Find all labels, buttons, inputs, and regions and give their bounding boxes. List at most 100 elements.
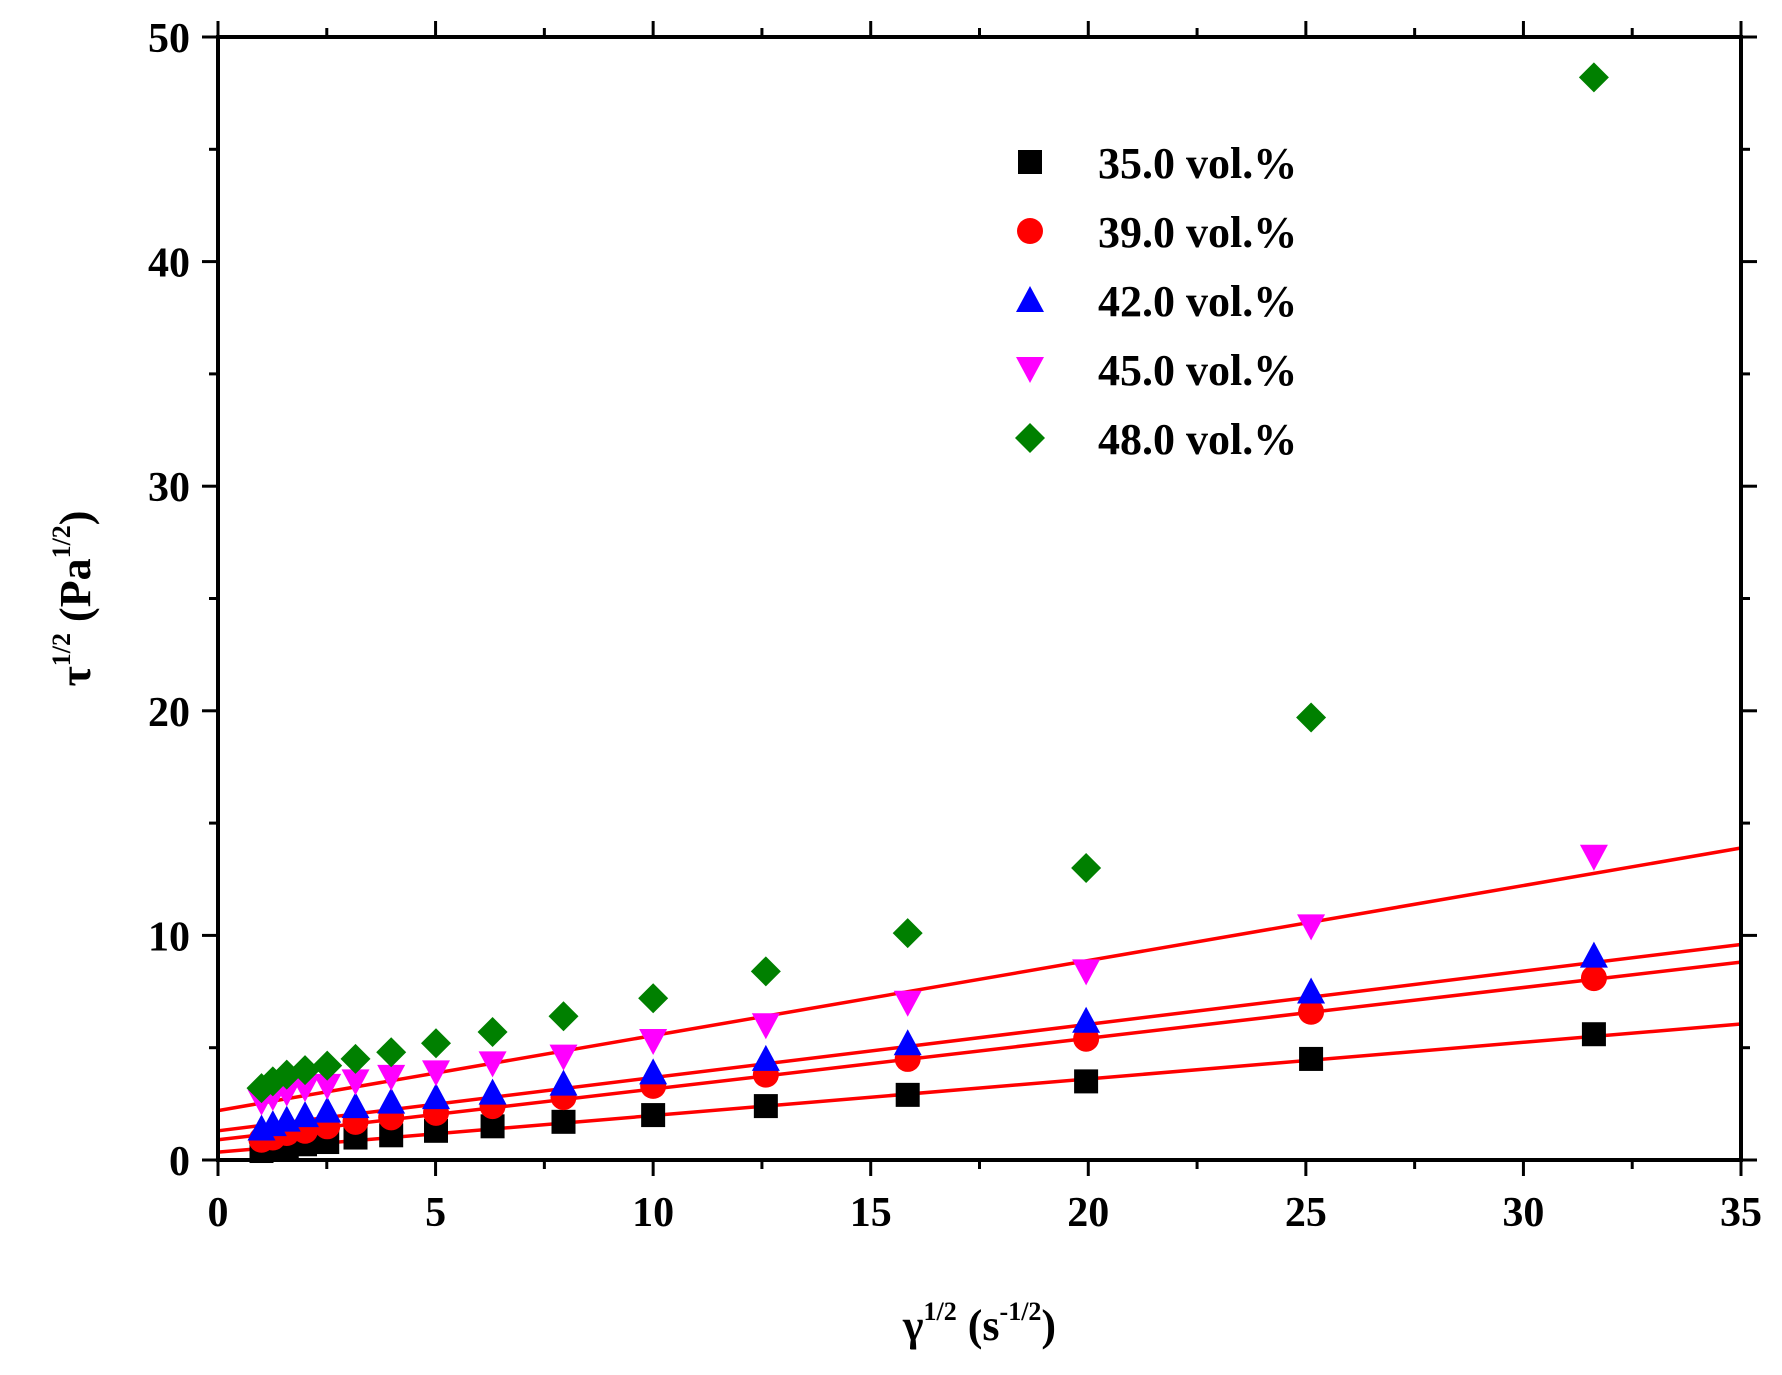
y-axis-title-unit: (Pa [51,558,100,633]
x-tick-label: 10 [632,1190,674,1236]
data-point [750,956,781,987]
series-diamond [246,62,1609,1104]
legend-marker [1016,286,1044,312]
data-point [549,1069,578,1096]
data-point [1072,1006,1101,1033]
x-axis-title-base: γ [902,1301,924,1350]
x-tick-label: 25 [1285,1190,1327,1236]
y-tick-label: 10 [148,914,190,960]
data-point [477,1016,508,1047]
series-triangle-up [247,941,1608,1141]
legend-label: 45.0 vol.% [1098,346,1297,395]
data-point [478,1078,507,1105]
fit-line [217,942,1742,1133]
legend-item: 42.0 vol.% [1016,277,1297,326]
data-point [1072,959,1101,986]
y-axis-title-unit-sup: 1/2 [47,525,76,558]
legend-marker [1017,218,1043,244]
data-point [1579,844,1608,871]
data-point [638,983,669,1014]
data-point [376,1037,407,1068]
data-point [1580,965,1607,992]
data-point [377,1064,406,1091]
x-tick-label: 30 [1502,1190,1544,1236]
data-point [751,1013,780,1040]
legend-item: 45.0 vol.% [1016,346,1297,395]
x-axis-title-unit-sup: -1/2 [1000,1297,1042,1326]
data-point [291,1076,320,1103]
legend-item: 35.0 vol.% [1018,139,1297,188]
data-point [1297,914,1326,941]
data-point [313,1096,342,1123]
legend-item: 48.0 vol.% [1015,415,1297,464]
data-point [551,1109,576,1134]
legend-label: 35.0 vol.% [1098,139,1297,188]
x-axis-title: γ1/2 (s-1/2) [902,1297,1056,1350]
data-markers [246,62,1609,1164]
data-point [1296,702,1327,733]
data-point [377,1087,406,1114]
data-point [341,1092,370,1119]
data-point [340,1043,371,1074]
data-point [1299,1046,1324,1071]
legend-item: 39.0 vol.% [1017,208,1297,257]
data-point [549,1044,578,1071]
x-tick-label: 15 [850,1190,892,1236]
data-point [313,1073,342,1100]
data-point [548,1001,579,1032]
series-circle [248,965,1607,1153]
x-tick-label: 0 [208,1190,229,1236]
fit-line [217,1022,1742,1154]
x-axis-title-close: ) [1041,1301,1056,1350]
data-point [341,1069,370,1096]
data-point [892,918,923,949]
data-point [753,1094,778,1119]
fit-lines [217,846,1742,1154]
legend-label: 48.0 vol.% [1098,415,1297,464]
data-point [639,1028,668,1055]
data-point [1074,1069,1099,1094]
x-tick-label: 35 [1720,1190,1762,1236]
y-tick-label: 40 [148,241,190,287]
y-tick-label: 0 [169,1139,190,1185]
legend-marker [1015,423,1045,453]
legend-label: 39.0 vol.% [1098,208,1297,257]
data-point [1579,941,1608,968]
data-point [478,1051,507,1078]
x-tick-label: 5 [425,1190,446,1236]
data-point [1298,998,1325,1025]
data-point [893,1029,922,1056]
data-point [422,1083,451,1110]
data-point [1578,62,1609,93]
y-tick-label: 20 [148,690,190,736]
data-point [1297,977,1326,1004]
y-axis-title-base: τ [51,666,100,686]
data-point [421,1028,452,1059]
y-axis-title-close: ) [51,511,100,526]
data-point [291,1101,320,1128]
legend-marker [1016,357,1044,383]
data-point [1071,853,1102,884]
fit-line [217,846,1742,1113]
data-point [312,1050,343,1081]
plot-frame [216,35,1743,1162]
legend: 35.0 vol.% 39.0 vol.% 42.0 vol.% 45.0 vol.%… [1015,139,1297,464]
fit-line [217,960,1742,1142]
data-point [290,1055,321,1086]
y-axis-title-sup: 1/2 [47,633,76,666]
y-axis-title: τ1/2 (Pa1/2) [47,511,100,687]
data-point [422,1060,451,1087]
y-tick-label: 30 [148,465,190,511]
x-tick-label: 20 [1067,1190,1109,1236]
data-point [641,1103,666,1128]
data-point [639,1058,668,1085]
series-triangle-down [247,844,1608,1116]
data-point [751,1044,780,1071]
x-axis-title-unit: (s [957,1301,1000,1350]
axis-ticks: 0 5 10 15 20 25 30 35 0 10 20 30 40 50 [148,16,1762,1236]
y-tick-label: 50 [148,16,190,62]
data-point [893,990,922,1017]
data-point [895,1082,920,1107]
legend-label: 42.0 vol.% [1098,277,1297,326]
data-point [1581,1022,1606,1047]
